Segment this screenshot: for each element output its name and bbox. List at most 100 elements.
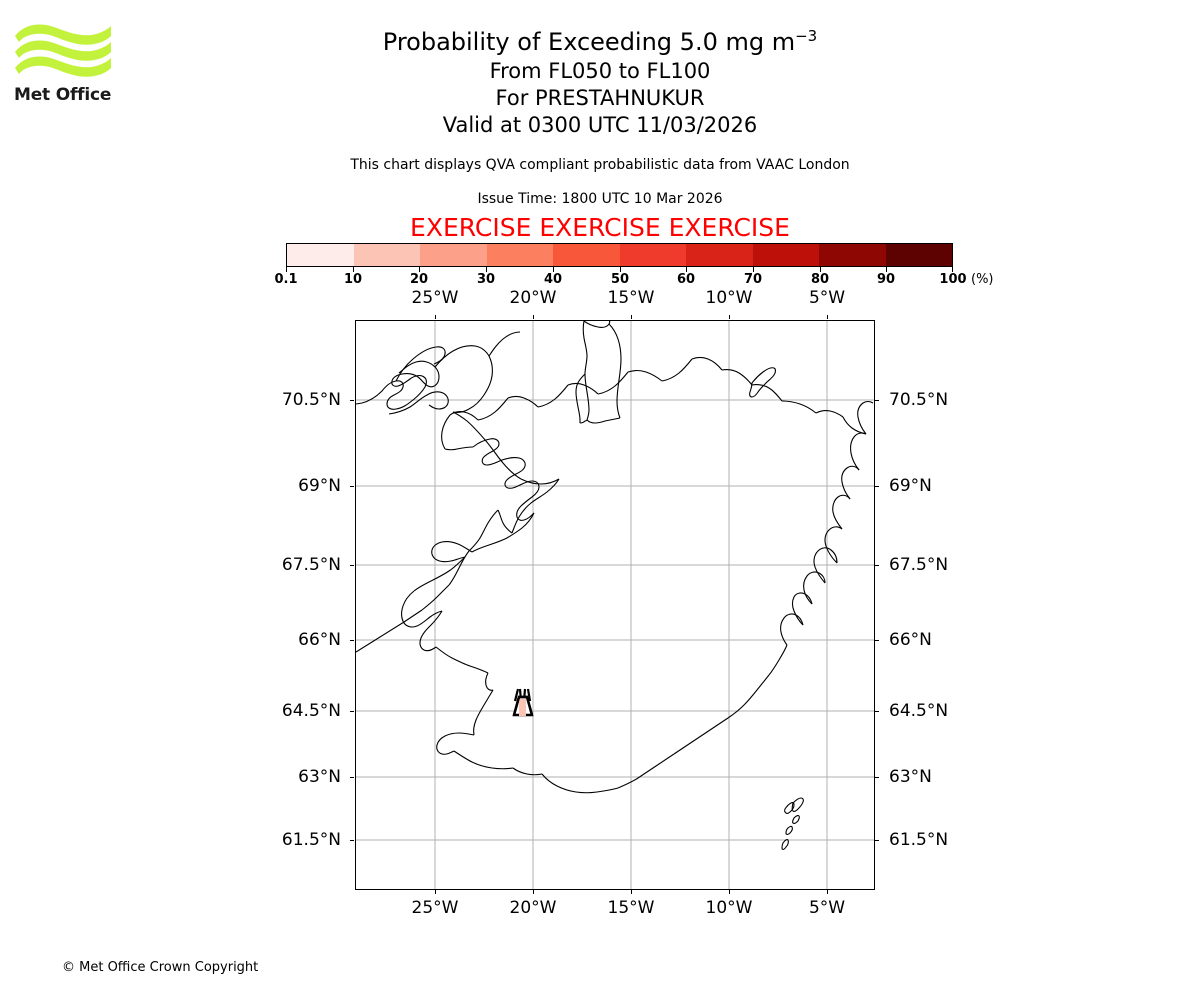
lat-label-left-64.5°N: 64.5°N [281,701,341,721]
lat-label-left-69°N: 69°N [298,476,341,496]
lat-tick-mark [875,777,879,778]
colorbar-band-5 [619,244,686,266]
lat-tick-mark [875,486,879,487]
exercise-banner: EXERCISE EXERCISE EXERCISE [410,213,790,242]
lat-tick-mark [350,840,354,841]
lon-label-top-5°W: 5°W [808,288,846,308]
copyright-footer: © Met Office Crown Copyright [62,960,259,975]
lon-tick-mark [827,890,828,894]
lon-tick-mark [631,315,632,319]
lat-label-right-69°N: 69°N [889,476,932,496]
lat-label-left-63°N: 63°N [298,767,341,787]
colorbar-tick-label-70: 70 [743,272,763,287]
colorbar-tick-90 [886,267,887,272]
colorbar-tick-label-20: 20 [409,272,429,287]
lat-label-right-66°N: 66°N [889,630,932,650]
colorbar-tick-label-0.1: 0.1 [274,272,298,287]
colorbar-band-2 [420,244,487,266]
page-title: Probability of Exceeding 5.0 mg m−3 [0,26,1200,58]
colorbar-tick-label-10: 10 [343,272,363,287]
colorbar-tick-10 [353,267,354,272]
map-graphics [356,321,874,889]
coastline-jan-mayen [749,367,777,398]
lat-label-right-67.5°N: 67.5°N [889,555,949,575]
lat-label-right-64.5°N: 64.5°N [889,701,949,721]
lat-label-left-67.5°N: 67.5°N [281,555,341,575]
volcano-name-line: For PRESTAHNUKUR [495,86,705,110]
colorbar-tick-label-90: 90 [876,272,896,287]
lon-label-top-20°W: 20°W [509,288,557,308]
met-office-wave-mark [15,24,111,77]
coastline-greenland [356,331,560,653]
chart-title-block: Probability of Exceeding 5.0 mg m−3 From… [0,26,1200,139]
colorbar-tick-60 [686,267,687,272]
qva-compliance-note: This chart displays QVA compliant probab… [350,157,850,173]
lon-tick-mark [631,890,632,894]
valid-time-line: Valid at 0300 UTC 11/03/2026 [442,113,758,137]
lon-label-top-25°W: 25°W [411,288,459,308]
colorbar-band-3 [486,244,553,266]
lon-tick-mark [533,315,534,319]
colorbar-tick-0.1 [286,267,287,272]
colorbar-tick-80 [820,267,821,272]
colorbar-band-0 [287,244,354,266]
colorbar-tick-label-100: 100 [939,272,967,287]
colorbar-tick-30 [486,267,487,272]
lat-tick-mark [350,777,354,778]
probability-colorbar: 0.1 10 20 30 40 50 60 70 80 90 100 [274,243,967,287]
title-exponent: −3 [795,27,818,45]
lat-tick-mark [350,565,354,566]
volcano-icon [512,688,534,717]
map-container: 25°W 25°W 20°W 20°W 15°W 15°W 10°W 10°W 5°W 5°W 70… [282,288,948,918]
lat-label-left-61.5°N: 61.5°N [281,830,341,850]
colorbar-tick-label-60: 60 [676,272,696,287]
lat-tick-mark [350,711,354,712]
colorbar-tick-20 [419,267,420,272]
lon-tick-mark [435,890,436,894]
lat-tick-mark [350,640,354,641]
lon-label-bottom-25°W: 25°W [411,898,459,918]
lon-tick-mark [435,315,436,319]
colorbar-band-4 [553,244,620,266]
colorbar-band-6 [686,244,753,266]
coastline-iceland [401,356,874,794]
met-office-logo-text: Met Office [14,85,112,105]
flight-level-line: From FL050 to FL100 [489,59,711,83]
title-main-text: Probability of Exceeding 5.0 mg m [382,28,796,56]
colorbar-unit-label: (%) [971,272,994,287]
lon-label-bottom-10°W: 10°W [705,898,753,918]
lat-label-right-61.5°N: 61.5°N [889,830,949,850]
graticule-grid [356,321,874,889]
lat-label-left-70.5°N: 70.5°N [281,390,341,410]
issue-time-line: Issue Time: 1800 UTC 10 Mar 2026 [477,191,723,207]
lon-label-bottom-5°W: 5°W [808,898,846,918]
lat-tick-mark [350,486,354,487]
colorbar-bands [286,243,953,267]
lon-tick-mark [533,890,534,894]
colorbar-tick-40 [553,267,554,272]
colorbar-tick-100 [952,267,953,272]
lat-tick-mark [350,400,354,401]
map-frame [355,320,875,890]
lon-tick-mark [729,890,730,894]
colorbar-band-7 [752,244,819,266]
lon-label-bottom-15°W: 15°W [607,898,655,918]
colorbar-band-9 [885,244,952,266]
lon-label-bottom-20°W: 20°W [509,898,557,918]
lon-tick-mark [827,315,828,319]
lat-label-right-63°N: 63°N [889,767,932,787]
colorbar-tick-label-80: 80 [810,272,830,287]
coastline-faroe-islands [781,797,804,850]
lat-tick-mark [875,640,879,641]
colorbar-tick-70 [753,267,754,272]
colorbar-tick-label-40: 40 [543,272,563,287]
lat-tick-mark [875,565,879,566]
colorbar-band-1 [353,244,420,266]
lat-label-left-66°N: 66°N [298,630,341,650]
colorbar-band-8 [819,244,886,266]
met-office-logo: Met Office [14,22,114,112]
lat-label-right-70.5°N: 70.5°N [889,390,949,410]
lon-tick-mark [729,315,730,319]
lat-tick-mark [875,400,879,401]
lon-label-top-10°W: 10°W [705,288,753,308]
